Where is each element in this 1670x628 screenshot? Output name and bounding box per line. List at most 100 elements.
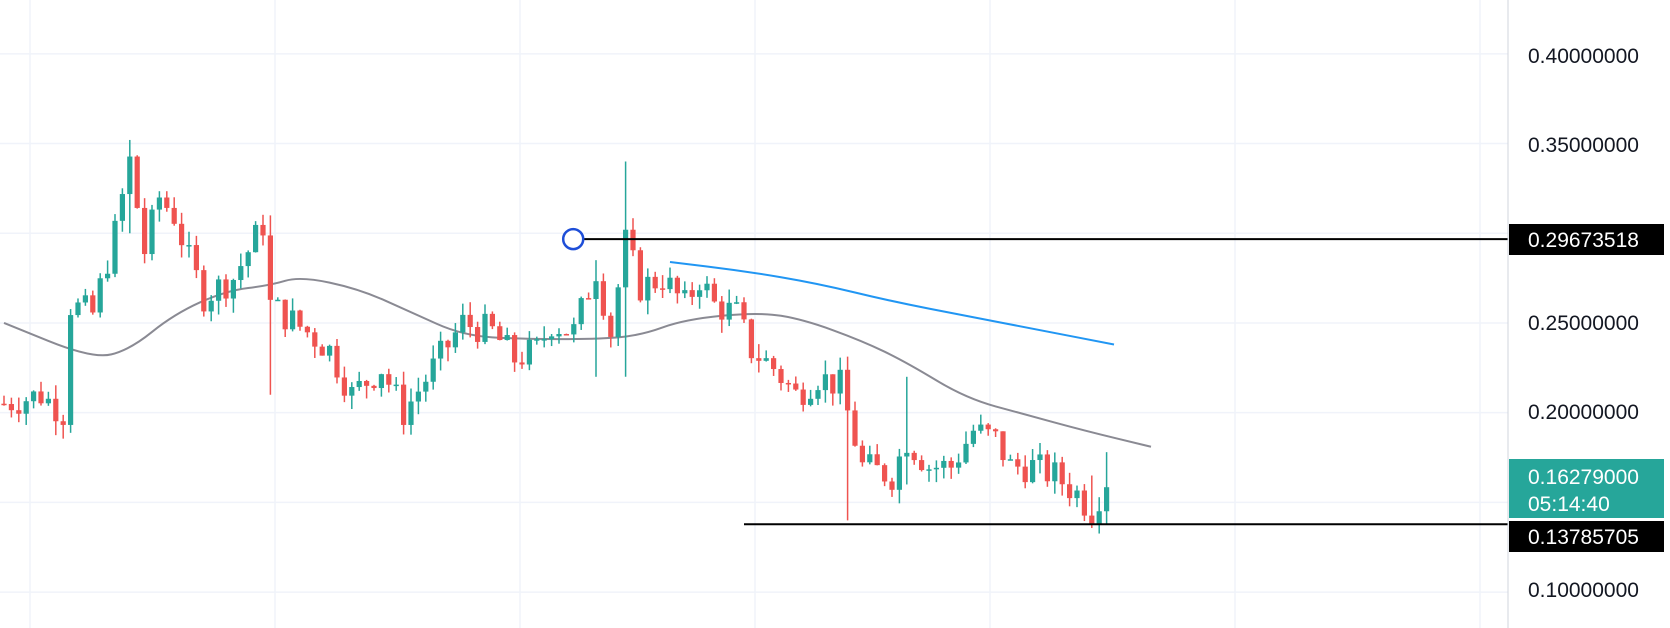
candle-body-121 <box>896 456 902 490</box>
candle-body-26 <box>193 245 199 271</box>
candle-body-39 <box>290 310 296 330</box>
candle-body-74 <box>549 336 555 340</box>
candle-body-35 <box>260 224 266 236</box>
countdown-text: 05:14:40 <box>1528 493 1610 516</box>
moving-averages <box>3 260 1152 448</box>
candle-body-133 <box>985 424 991 430</box>
candle-body-27 <box>201 270 207 312</box>
candle-body-106 <box>785 382 791 385</box>
candles <box>1 139 1110 534</box>
candle-body-83 <box>615 287 621 337</box>
candle-body-101 <box>748 319 754 359</box>
candle-body-105 <box>778 369 784 383</box>
candle-body-40 <box>297 310 303 327</box>
candle-body-70 <box>519 362 525 365</box>
candle-body-3 <box>23 401 29 414</box>
candle-body-84 <box>623 229 629 288</box>
candle-body-66 <box>489 313 495 327</box>
candle-body-142 <box>1052 462 1058 482</box>
candle-body-48 <box>356 381 362 388</box>
candle-body-75 <box>556 334 562 337</box>
candle-body-87 <box>645 276 651 301</box>
candle-body-128 <box>948 460 954 468</box>
level-tag-upper-text: 0.29673518 <box>1528 229 1639 252</box>
candle-body-92 <box>682 290 688 294</box>
candle-body-118 <box>874 454 880 466</box>
candle-body-65 <box>482 313 488 342</box>
ytick-label-1: 0.35000000 <box>1528 134 1639 157</box>
candle-body-20 <box>149 209 155 255</box>
candle-body-96 <box>711 283 717 302</box>
price-axis[interactable]: 0.40000000 0.35000000 0.25000000 0.20000… <box>1507 0 1664 628</box>
candle-body-60 <box>445 340 451 348</box>
candle-body-98 <box>726 302 732 320</box>
candle-body-36 <box>267 235 273 300</box>
candle-body-99 <box>734 302 740 304</box>
candle-body-73 <box>541 339 547 341</box>
level-tag-upper <box>1509 224 1664 255</box>
candle-body-44 <box>327 345 333 356</box>
candle-body-124 <box>919 460 925 471</box>
candle-body-116 <box>859 445 865 463</box>
candle-body-4 <box>31 391 37 402</box>
candle-body-88 <box>652 276 658 289</box>
candle-body-57 <box>423 381 429 392</box>
candle-body-81 <box>600 281 606 316</box>
candle-body-80 <box>593 281 599 300</box>
ma-long-line <box>669 260 1115 346</box>
candle-body-13 <box>97 278 103 313</box>
candle-body-59 <box>438 340 444 359</box>
candle-body-117 <box>867 454 873 463</box>
candle-body-30 <box>223 279 229 299</box>
candle-body-136 <box>1007 459 1013 461</box>
candle-body-120 <box>889 481 895 490</box>
candle-body-102 <box>756 358 762 361</box>
level-anchor-handle[interactable] <box>561 227 585 251</box>
candle-body-130 <box>963 443 969 463</box>
candle-body-119 <box>882 465 888 482</box>
candle-body-22 <box>164 197 170 208</box>
candle-body-63 <box>467 314 473 328</box>
candle-body-55 <box>408 401 414 425</box>
candle-body-139 <box>1030 460 1036 483</box>
candle-body-140 <box>1037 454 1043 461</box>
candle-body-9 <box>68 315 74 425</box>
candle-body-112 <box>830 374 836 394</box>
candle-body-47 <box>349 387 355 396</box>
candle-body-19 <box>142 207 148 255</box>
ma-short-line <box>3 277 1152 448</box>
candle-body-100 <box>741 302 747 320</box>
candle-body-107 <box>793 383 799 390</box>
candle-body-93 <box>689 290 695 297</box>
candle-body-58 <box>430 358 436 382</box>
candle-body-33 <box>245 252 251 267</box>
candle-body-51 <box>378 374 384 389</box>
candle-body-148 <box>1096 511 1102 525</box>
candle-body-24 <box>179 223 185 246</box>
candle-body-52 <box>386 374 392 385</box>
candle-body-21 <box>156 197 162 210</box>
candle-body-23 <box>171 207 177 224</box>
candle-body-126 <box>933 467 939 470</box>
candle-body-108 <box>800 389 806 405</box>
candle-body-28 <box>208 300 214 312</box>
candle-body-62 <box>460 314 466 333</box>
candle-body-149 <box>1104 487 1110 512</box>
ytick-label-4: 0.10000000 <box>1528 579 1639 602</box>
candle-body-0 <box>1 403 7 406</box>
candle-body-1 <box>8 404 14 411</box>
candle-body-103 <box>763 358 769 361</box>
candle-body-129 <box>956 462 962 468</box>
candle-body-64 <box>475 327 481 342</box>
candle-body-71 <box>526 339 532 365</box>
candle-body-114 <box>845 369 851 411</box>
candle-body-143 <box>1059 462 1065 485</box>
candle-body-135 <box>1000 431 1006 461</box>
candle-body-61 <box>452 332 458 348</box>
candle-body-138 <box>1022 466 1028 483</box>
ytick-label-3: 0.20000000 <box>1528 401 1639 424</box>
candle-body-11 <box>82 295 88 303</box>
horizontal-levels[interactable] <box>561 227 1508 526</box>
